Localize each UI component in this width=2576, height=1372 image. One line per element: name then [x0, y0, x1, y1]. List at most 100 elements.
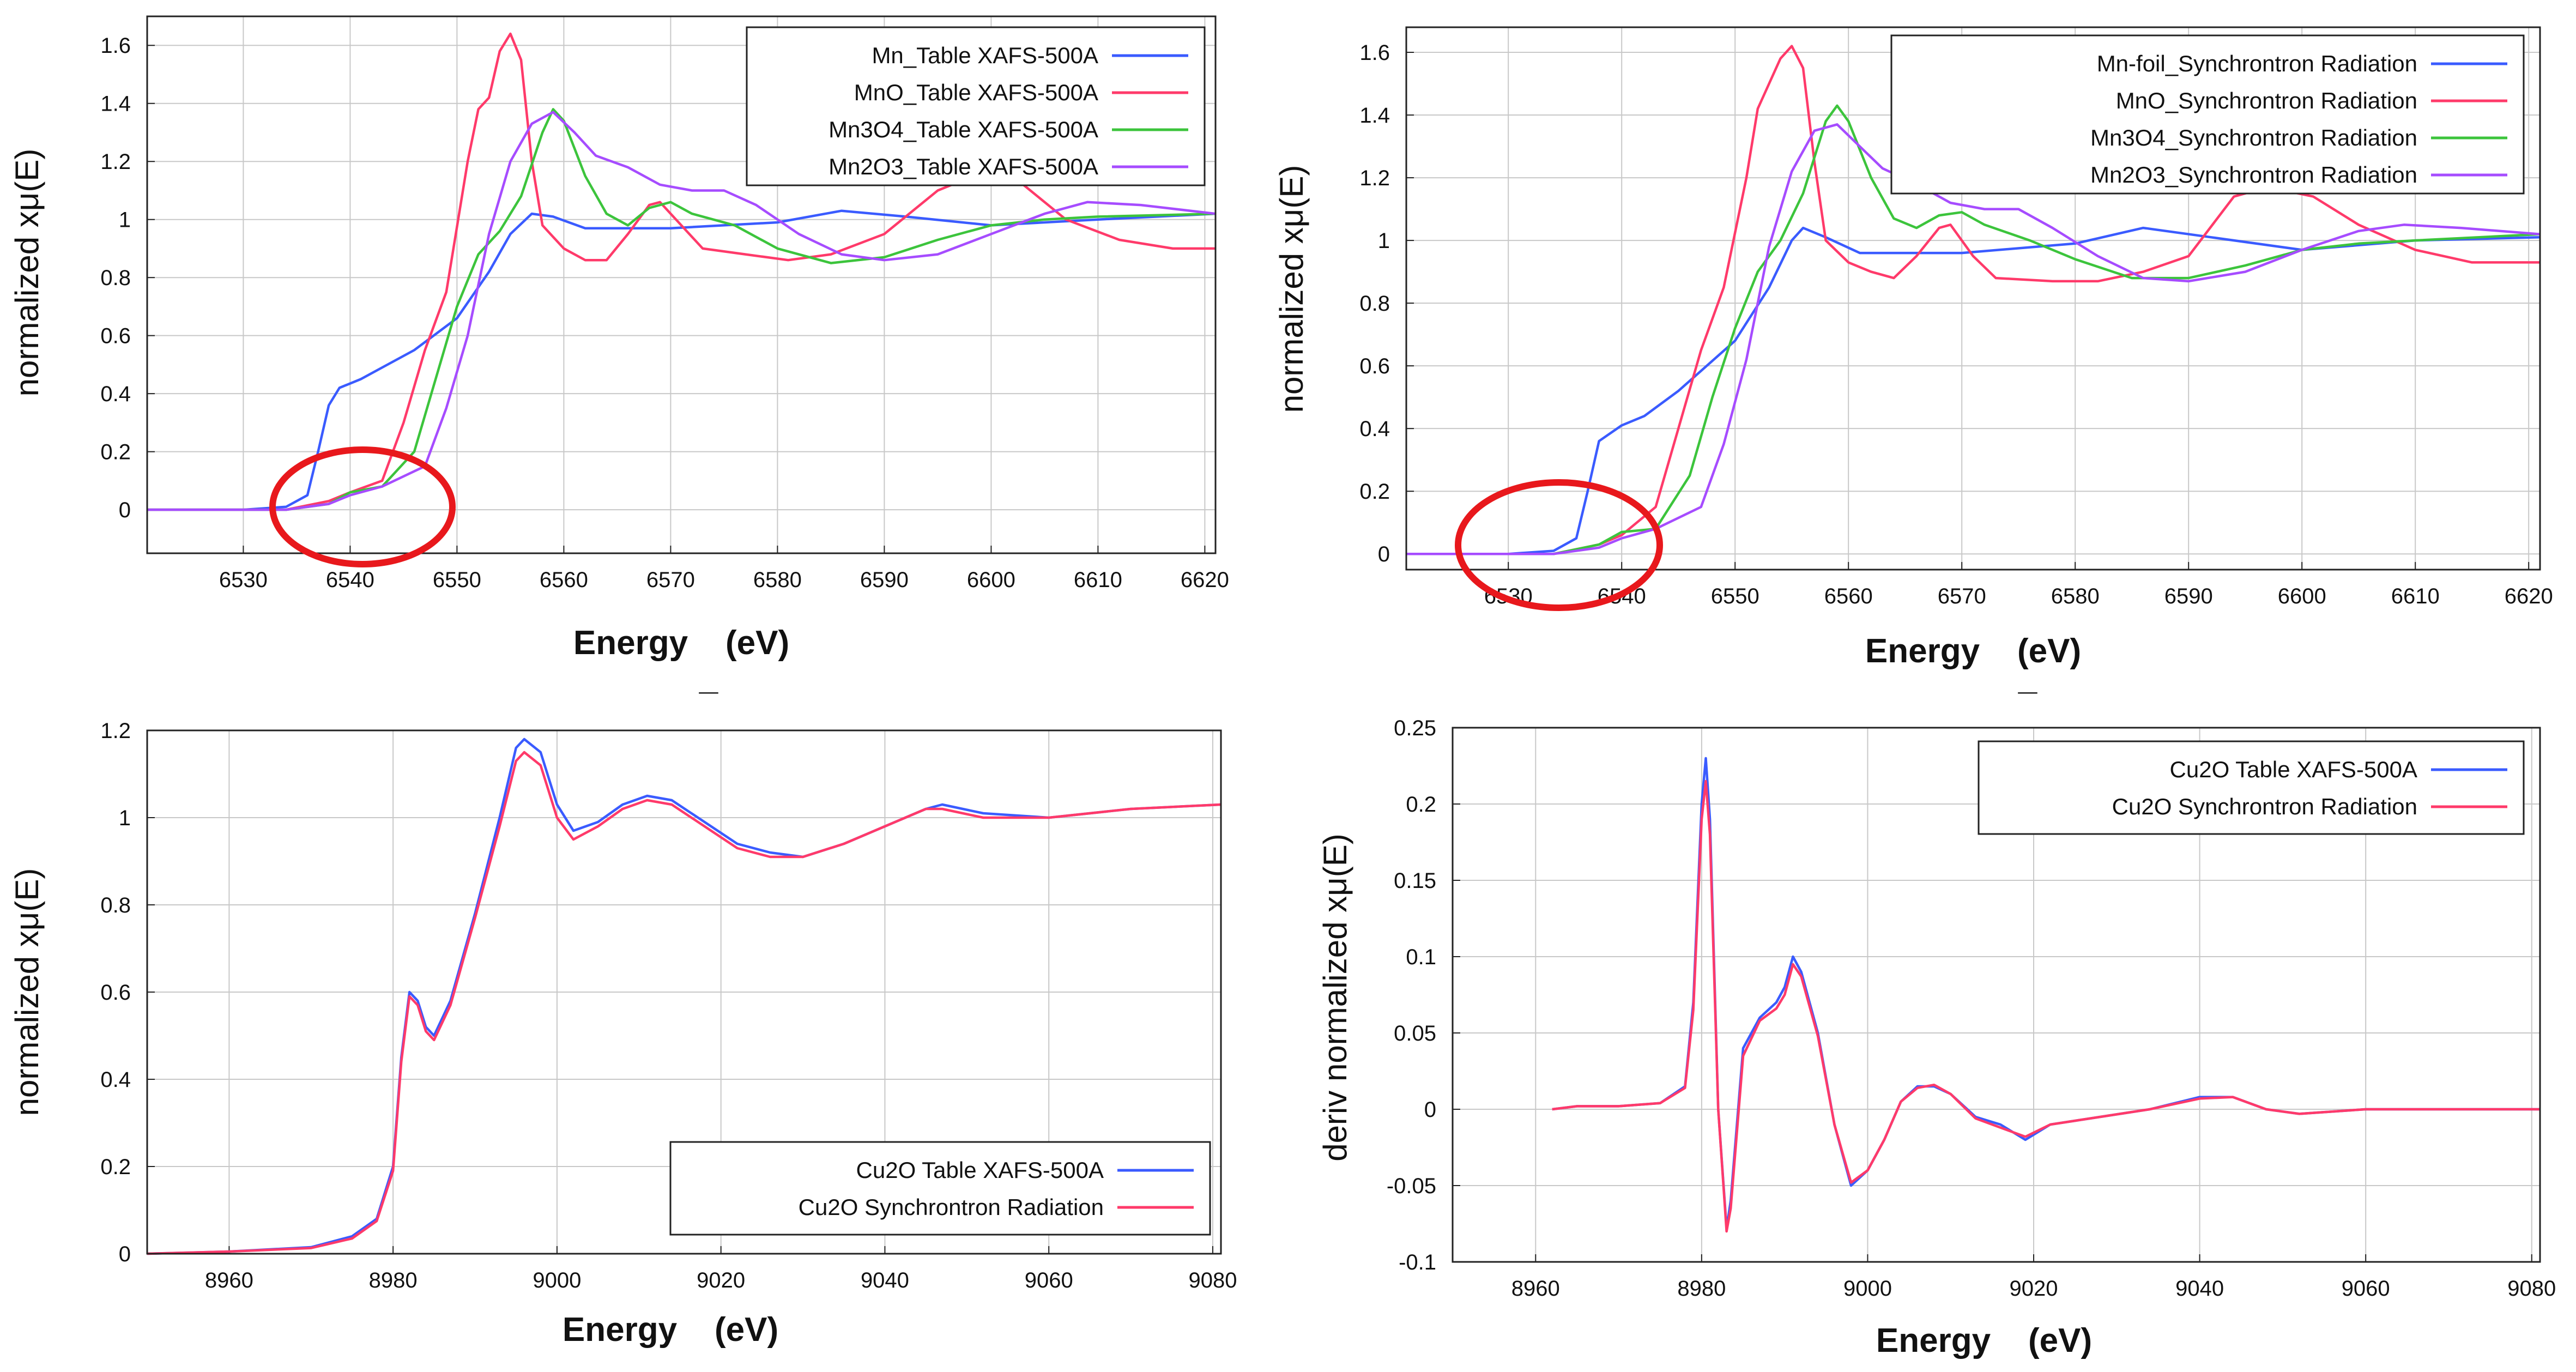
- y-tick-label: 1: [119, 208, 131, 232]
- y-tick-label: -0.1: [1399, 1250, 1436, 1274]
- x-tick-labels: 6530 6540 6550 6560 6570 6580 6590 6600 6610 6620: [219, 568, 1229, 592]
- y-tick-label: 0.25: [1394, 716, 1436, 740]
- x-tick-label: 6590: [860, 568, 909, 592]
- x-axis-label: Energy (eV): [1876, 1322, 2092, 1359]
- y-tick-label: 0.6: [100, 324, 131, 348]
- y-tick-labels: 0 0.2 0.4 0.6 0.8 1 1.2 1.4 1.6: [100, 34, 131, 522]
- y-tick-label: 1: [1378, 229, 1390, 253]
- data-lines: [1552, 757, 2540, 1233]
- y-tick-label: 1.6: [100, 34, 131, 58]
- y-tick-label: 1: [119, 806, 131, 830]
- legend-entry-label: Mn-foil_Synchrontron Radiation: [2097, 51, 2417, 76]
- x-tick-label: 6600: [2278, 584, 2326, 608]
- legend-box: [1978, 740, 2525, 835]
- x-tick-label: 6600: [967, 568, 1015, 592]
- x-tick-label: 9020: [2010, 1277, 2058, 1301]
- x-tick-label: 9020: [697, 1268, 745, 1292]
- series-line-4: [147, 111, 1216, 511]
- y-axis-label: deriv normalized xμ(E): [1317, 833, 1353, 1161]
- x-tick-label: 9080: [1188, 1268, 1237, 1292]
- legend: Mn_Table XAFS-500A MnO_Table XAFS-500A Mn3…: [746, 26, 1206, 186]
- series-line-1: [147, 209, 1216, 511]
- chart-bottom-left-cu2o-normalized: 0 0.2 0.4 0.6 0.8 1 1.2 8960 8980 9000 9020 9040 90…: [9, 719, 1237, 1349]
- legend: Cu2O Table XAFS-500A Cu2O Synchrontron Ra…: [669, 1141, 1211, 1236]
- legend-entry-label: MnO_Table XAFS-500A: [854, 80, 1098, 105]
- y-tick-label: 1.4: [100, 92, 131, 116]
- series-line-2: [147, 751, 1222, 1255]
- y-tick-label: 1.4: [1359, 104, 1390, 128]
- y-tick-label: 1.2: [1359, 166, 1390, 190]
- x-tick-label: 8980: [369, 1268, 418, 1292]
- y-tick-label: 0.8: [1359, 292, 1390, 316]
- x-tick-label: 6580: [2051, 584, 2100, 608]
- legend: Mn-foil_Synchrontron Radiation MnO_Synchr…: [1890, 34, 2525, 195]
- series-line-3: [147, 108, 1216, 511]
- y-tick-label: 0: [119, 1242, 131, 1266]
- legend-box: [1890, 34, 2525, 195]
- y-tick-label: 0: [119, 498, 131, 522]
- x-tick-labels: 8960 8980 9000 9020 9040 9060 9080: [1511, 1277, 2556, 1301]
- x-tick-label: 6550: [433, 568, 481, 592]
- plot-frame: [146, 15, 1217, 554]
- legend-entry-label: Cu2O Synchrontron Radiation: [2112, 794, 2417, 819]
- y-tick-label: 0.4: [100, 1068, 131, 1092]
- x-tick-label: 8960: [1511, 1277, 1560, 1301]
- y-axis-label: normalized xμ(E): [1273, 165, 1310, 413]
- x-tick-label: 9000: [1843, 1277, 1892, 1301]
- y-tick-label: 0: [1424, 1098, 1436, 1122]
- series-line-1: [1406, 226, 2541, 555]
- x-tick-label: 8960: [205, 1268, 253, 1292]
- y-tick-label: 0.4: [1359, 417, 1390, 441]
- legend-entry-label: Mn3O4_Synchrontron Radiation: [2090, 125, 2417, 150]
- series-line-3: [1406, 104, 2541, 555]
- y-tick-label: 1.6: [1359, 41, 1390, 65]
- x-tick-label: 6560: [540, 568, 588, 592]
- legend-entry-label: Mn2O3_Table XAFS-500A: [829, 154, 1098, 179]
- legend-entry-label: Mn_Table XAFS-500A: [872, 43, 1098, 68]
- legend-box: [746, 26, 1206, 186]
- plot-frame: [1452, 727, 2541, 1263]
- data-lines: [147, 738, 1222, 1255]
- y-tick-label: 0.2: [1406, 793, 1436, 817]
- y-tick-labels: 0 0.2 0.4 0.6 0.8 1 1.2: [100, 719, 131, 1266]
- x-axis-label: Energy (eV): [563, 1311, 778, 1349]
- y-axis-label: normalized xμ(E): [9, 149, 45, 397]
- chart-top-left-mn-table-xafs: 0 0.2 0.4 0.6 0.8 1 1.2 1.4 1.6 6530 6540 6550 6560…: [9, 15, 1229, 697]
- stray-mark: _: [2018, 660, 2038, 697]
- x-axis-label: Energy (eV): [1865, 632, 2081, 670]
- legend-entry-label: Mn3O4_Table XAFS-500A: [829, 117, 1098, 142]
- legend-entry-label: MnO_Synchrontron Radiation: [2116, 88, 2417, 113]
- y-tick-label: 0.15: [1394, 869, 1436, 893]
- y-tick-label: 0.05: [1394, 1022, 1436, 1045]
- y-tick-label: 0.8: [100, 266, 131, 290]
- chart-bottom-right-cu2o-derivative: -0.1 -0.05 0 0.05 0.1 0.15 0.2 0.25 8960 8980 900…: [1317, 716, 2556, 1359]
- stray-mark: _: [699, 660, 719, 697]
- y-tick-label: 0: [1378, 542, 1390, 566]
- y-tick-label: 0.2: [100, 440, 131, 464]
- x-tick-label: 6530: [219, 568, 268, 592]
- x-tick-label: 6620: [1181, 568, 1229, 592]
- x-tick-label: 6550: [1711, 584, 1759, 608]
- series-line-2: [1552, 779, 2540, 1233]
- x-tick-label: 6620: [2505, 584, 2553, 608]
- plot-frame: [1405, 26, 2541, 571]
- x-tick-label: 6560: [1824, 584, 1873, 608]
- y-tick-label: 0.6: [100, 981, 131, 1005]
- legend-box: [669, 1141, 1211, 1236]
- x-tick-label: 9040: [861, 1268, 909, 1292]
- legend-entry-label: Cu2O Table XAFS-500A: [856, 1157, 1104, 1183]
- x-tick-labels: 6530 6540 6550 6560 6570 6580 6590 6600 6610 6620: [1484, 584, 2553, 608]
- legend-entry-label: Cu2O Table XAFS-500A: [2170, 757, 2417, 782]
- y-tick-labels: -0.1 -0.05 0 0.05 0.1 0.15 0.2 0.25: [1387, 716, 1436, 1274]
- y-tick-label: 1.2: [100, 150, 131, 174]
- y-tick-label: 0.2: [1359, 480, 1390, 504]
- x-tick-label: 9080: [2507, 1277, 2556, 1301]
- legend: Cu2O Table XAFS-500A Cu2O Synchrontron Ra…: [1978, 740, 2525, 835]
- y-tick-label: 0.4: [100, 382, 131, 406]
- plot-frame: [146, 729, 1222, 1255]
- y-tick-label: 0.1: [1406, 945, 1436, 969]
- y-tick-label: -0.05: [1387, 1174, 1436, 1198]
- y-tick-label: 0.8: [100, 893, 131, 917]
- y-tick-label: 0.6: [1359, 354, 1390, 378]
- x-tick-label: 9060: [2342, 1277, 2390, 1301]
